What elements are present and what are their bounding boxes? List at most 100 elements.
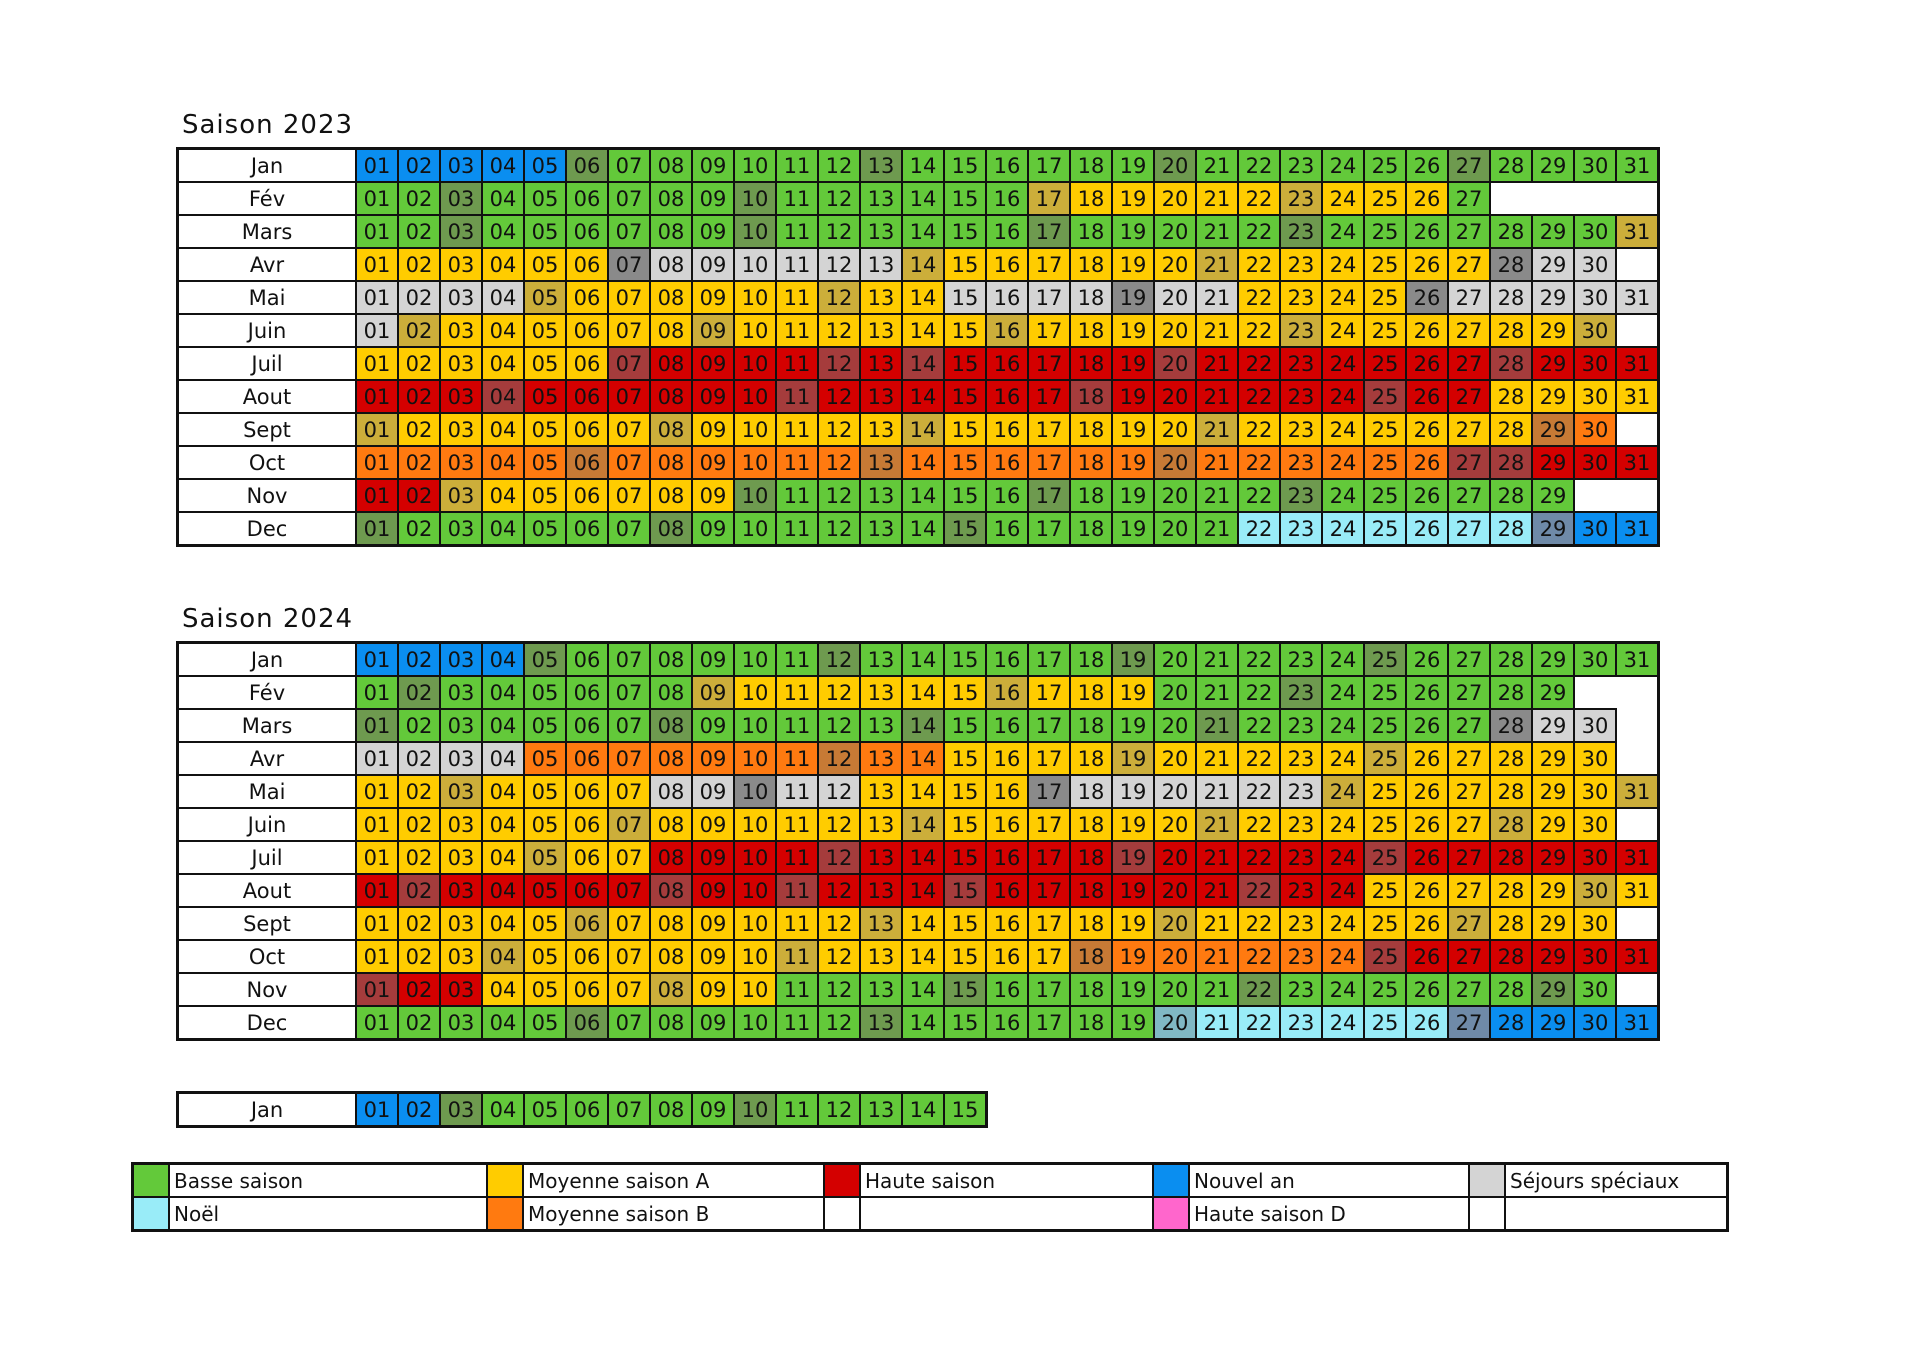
day-cell: 16 xyxy=(985,511,1029,547)
day-cell: 19 xyxy=(1111,313,1155,348)
day-cell: 16 xyxy=(985,972,1029,1007)
day-cell: 10 xyxy=(733,214,777,249)
day-cell: 19 xyxy=(1111,906,1155,941)
day-cell: 15 xyxy=(943,280,987,315)
day-cell: 06 xyxy=(565,972,609,1007)
day-cell: 30 xyxy=(1573,313,1617,348)
day-cell: 21 xyxy=(1195,807,1239,842)
day-cell: 12 xyxy=(817,972,861,1007)
day-cell: 22 xyxy=(1237,641,1281,677)
day-cell: 16 xyxy=(985,840,1029,875)
day-cell: 11 xyxy=(775,214,819,249)
day-cell: 16 xyxy=(985,939,1029,974)
day-cell: 04 xyxy=(481,412,525,447)
day-cell: 04 xyxy=(481,214,525,249)
day-cell: 17 xyxy=(1027,741,1071,776)
day-cell: 26 xyxy=(1405,741,1449,776)
day-cell: 17 xyxy=(1027,641,1071,677)
day-cell: 14 xyxy=(901,741,945,776)
day-cell: 24 xyxy=(1321,972,1365,1007)
day-cell: 28 xyxy=(1489,972,1533,1007)
day-cell: 03 xyxy=(439,807,483,842)
legend-label: Séjours spéciaux xyxy=(1504,1162,1729,1198)
day-cell: 15 xyxy=(943,511,987,547)
day-cell: 28 xyxy=(1489,906,1533,941)
day-cell: 17 xyxy=(1027,478,1071,513)
day-cell: 10 xyxy=(733,1091,777,1128)
day-cell: 07 xyxy=(607,774,651,809)
day-cell: 02 xyxy=(397,1091,441,1128)
day-cell: 22 xyxy=(1237,478,1281,513)
day-cell: 05 xyxy=(523,840,567,875)
day-cell: 08 xyxy=(649,741,693,776)
day-cell: 26 xyxy=(1405,412,1449,447)
day-cell: 07 xyxy=(607,840,651,875)
day-cell: 02 xyxy=(397,346,441,381)
day-cell: 04 xyxy=(481,1091,525,1128)
day-cell: 05 xyxy=(523,412,567,447)
day-cell: 24 xyxy=(1321,675,1365,710)
day-cell: 29 xyxy=(1531,741,1575,776)
month-label: Jan xyxy=(176,641,357,677)
day-cell: 09 xyxy=(691,478,735,513)
day-cell: 10 xyxy=(733,247,777,282)
day-cell: 05 xyxy=(523,313,567,348)
month-label: Fév xyxy=(176,181,357,216)
day-cell: 07 xyxy=(607,873,651,908)
day-cell: 15 xyxy=(943,379,987,414)
month-label: Jan xyxy=(176,1091,357,1128)
day-cell: 22 xyxy=(1237,214,1281,249)
day-cell: 16 xyxy=(985,478,1029,513)
day-cell: 22 xyxy=(1237,247,1281,282)
day-cell: 16 xyxy=(985,181,1029,216)
day-cell: 25 xyxy=(1363,445,1407,480)
day-cell: 02 xyxy=(397,972,441,1007)
day-cell: 20 xyxy=(1153,641,1197,677)
day-cell: 02 xyxy=(397,412,441,447)
day-cell: 10 xyxy=(733,412,777,447)
day-cell: 19 xyxy=(1111,807,1155,842)
day-cell: 30 xyxy=(1573,807,1617,842)
day-cell: 16 xyxy=(985,708,1029,743)
day-cell: 11 xyxy=(775,147,819,183)
day-cell: 15 xyxy=(943,741,987,776)
day-cell: 29 xyxy=(1531,774,1575,809)
day-cell: 12 xyxy=(817,247,861,282)
day-cell: 11 xyxy=(775,511,819,547)
day-cell: 03 xyxy=(439,675,483,710)
day-cell: 15 xyxy=(943,346,987,381)
day-cell: 05 xyxy=(523,346,567,381)
day-cell: 23 xyxy=(1279,280,1323,315)
day-cell: 25 xyxy=(1363,346,1407,381)
day-cell: 18 xyxy=(1069,972,1113,1007)
day-cell: 19 xyxy=(1111,708,1155,743)
day-cell: 09 xyxy=(691,906,735,941)
day-cell: 14 xyxy=(901,840,945,875)
day-cell: 19 xyxy=(1111,511,1155,547)
day-cell: 19 xyxy=(1111,147,1155,183)
day-cell: 08 xyxy=(649,478,693,513)
day-cell: 14 xyxy=(901,511,945,547)
empty-cell xyxy=(1616,742,1659,775)
day-cell: 01 xyxy=(355,675,399,710)
day-cell: 27 xyxy=(1447,214,1491,249)
day-cell: 24 xyxy=(1321,247,1365,282)
day-cell: 06 xyxy=(565,280,609,315)
day-cell: 28 xyxy=(1489,412,1533,447)
day-cell: 09 xyxy=(691,840,735,875)
day-cell: 21 xyxy=(1195,741,1239,776)
day-cell: 10 xyxy=(733,346,777,381)
day-cell: 13 xyxy=(859,412,903,447)
month-row: Avr 01 02 03 04 05 06 07 08 09 10 11 12 13 14 15 16 17 18 1… xyxy=(176,741,1659,776)
day-cell: 30 xyxy=(1573,445,1617,480)
day-cell: 25 xyxy=(1363,247,1407,282)
day-cell: 26 xyxy=(1405,807,1449,842)
day-cell: 16 xyxy=(985,1005,1029,1041)
day-cell: 17 xyxy=(1027,840,1071,875)
day-cell: 11 xyxy=(775,181,819,216)
day-cell: 03 xyxy=(439,346,483,381)
day-cell: 03 xyxy=(439,741,483,776)
day-cell: 27 xyxy=(1447,346,1491,381)
day-cell: 26 xyxy=(1405,708,1449,743)
day-cell: 28 xyxy=(1489,313,1533,348)
